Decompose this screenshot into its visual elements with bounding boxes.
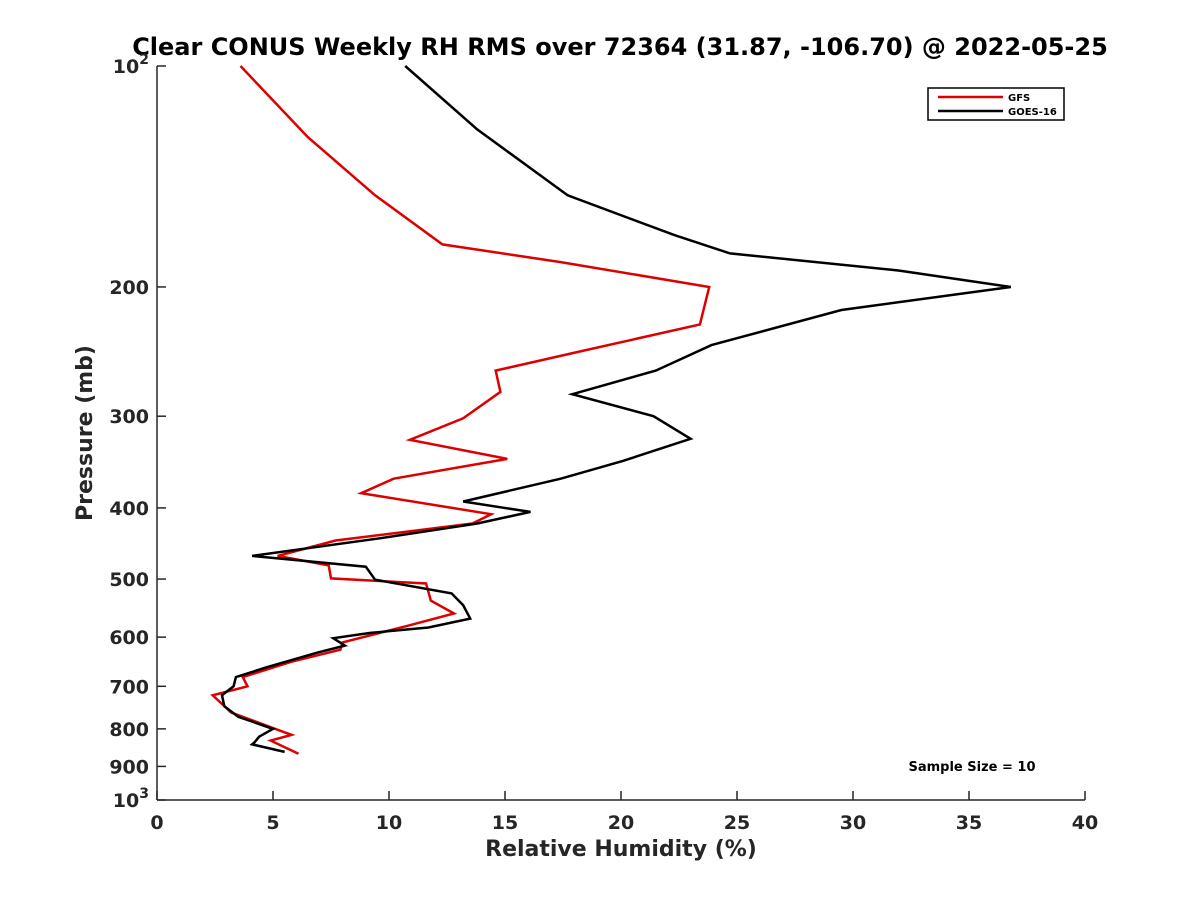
y-tick-label: 900: [109, 756, 149, 778]
y-tick-label: 102: [113, 52, 149, 78]
y-tick-label: 800: [109, 719, 149, 741]
legend-box: [927, 87, 1065, 121]
x-axis-label: Relative Humidity (%): [485, 837, 757, 862]
legend-label: GOES-16: [1008, 107, 1057, 118]
y-tick-label: 700: [109, 676, 149, 698]
x-tick-label: 15: [492, 812, 518, 834]
series-layer: [210, 65, 1011, 755]
chart-title: Clear CONUS Weekly RH RMS over 72364 (31…: [132, 33, 1108, 61]
x-ticks: 0 5 10 15 20 25 30 35 40: [150, 791, 1098, 834]
x-tick-label: 30: [840, 812, 866, 834]
y-tick-label: 400: [109, 498, 149, 520]
y-tick-label: 300: [109, 406, 149, 428]
sample-size-annotation: Sample Size = 10: [908, 760, 1035, 775]
y-tick-label: 600: [109, 627, 149, 649]
y-tick-label: 200: [109, 277, 149, 299]
y-tick-label: 500: [109, 569, 149, 591]
x-tick-label: 10: [376, 812, 402, 834]
x-tick-label: 35: [956, 812, 982, 834]
y-tick-label: 103: [113, 786, 149, 812]
series-line-goes-16: [220, 65, 1011, 754]
y-ticks: 102 200 300 400 500 600 700 800 900 103: [109, 52, 166, 812]
x-tick-label: 25: [724, 812, 750, 834]
x-tick-label: 20: [608, 812, 634, 834]
legend: GFS GOES-16: [927, 87, 1065, 121]
y-axis-label: Pressure (mb): [73, 345, 98, 521]
x-tick-label: 40: [1072, 812, 1098, 834]
x-tick-label: 5: [266, 812, 279, 834]
x-tick-label: 0: [150, 812, 163, 834]
legend-label: GFS: [1008, 93, 1030, 104]
